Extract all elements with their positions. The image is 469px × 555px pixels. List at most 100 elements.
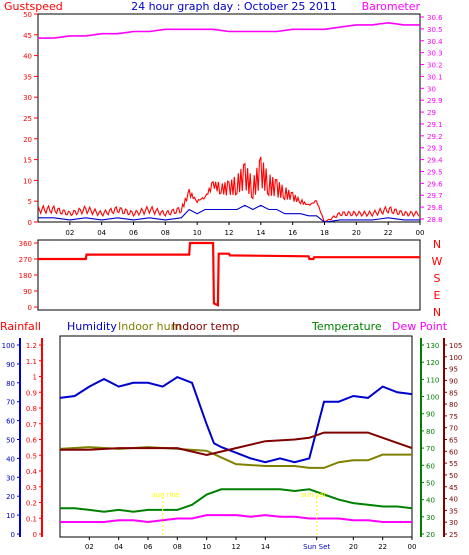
dew_point-tick-label: 65 xyxy=(449,437,458,445)
x-tick-label: 00 xyxy=(408,543,417,551)
gust-tick-label: 25 xyxy=(23,115,32,123)
humidity-tick-label: 40 xyxy=(6,455,15,463)
compass-label: N xyxy=(433,238,441,251)
rainfall-tick-label: 0.2 xyxy=(26,500,37,508)
x-tick-label: 20 xyxy=(352,229,361,237)
legend-rainfall: Rainfall xyxy=(0,320,41,333)
direction-tick-label: 180 xyxy=(19,272,32,280)
temperature-tick-label: 40 xyxy=(426,497,435,505)
legend-temperature: Temperature xyxy=(311,320,382,333)
barometer-tick-label: 30.6 xyxy=(427,14,443,22)
humidity-tick-label: 20 xyxy=(6,493,15,501)
gust-tick-label: 45 xyxy=(23,32,32,40)
x-tick-label: 10 xyxy=(202,543,211,551)
gust-series-lines xyxy=(37,21,420,223)
barometer-tick-label: 30.2 xyxy=(427,62,443,70)
gust-tick-label: 0 xyxy=(28,219,32,227)
dew_point-tick-label: 100 xyxy=(449,354,462,362)
temperature-tick-label: 30 xyxy=(426,514,435,522)
barometer-label: Barometer xyxy=(362,0,421,13)
barometer-tick-label: 30.5 xyxy=(427,26,443,34)
gust-x-axis: 02 04 06 08 10 12 14 16 18 20 22 00 xyxy=(65,222,424,237)
rainfall-tick-label: 0.5 xyxy=(26,452,37,460)
gust-axis: 0 5 10 15 20 25 30 35 40 45 50 xyxy=(23,11,38,227)
rainfall-tick-label: 1 xyxy=(33,374,37,382)
gust-tick-label: 5 xyxy=(28,198,32,206)
x-tick-label: 22 xyxy=(384,229,393,237)
humidity-tick-label: 0 xyxy=(11,531,15,539)
barometer-tick-label: 29.7 xyxy=(427,192,443,200)
dew_point-tick-label: 90 xyxy=(449,377,458,385)
temperature-tick-label: 60 xyxy=(426,462,435,470)
dew_point-tick-label: 85 xyxy=(449,389,458,397)
x-tick-label: 12 xyxy=(232,543,241,551)
temperature-tick-label: 90 xyxy=(426,411,435,419)
legend-indoor-temp: Indoor temp xyxy=(172,320,239,333)
gust-tick-label: 40 xyxy=(23,53,32,61)
dew_point-tick-label: 25 xyxy=(449,531,458,539)
rainfall-tick-label: 0.3 xyxy=(26,484,37,492)
x-tick-label: 06 xyxy=(144,543,153,551)
rainfall-tick-label: 0.6 xyxy=(26,437,38,445)
humidity-tick-label: 80 xyxy=(6,380,15,388)
compass-label: W xyxy=(432,255,443,268)
humidity-tick-label: 100 xyxy=(2,342,15,350)
direction-tick-label: 270 xyxy=(19,256,32,264)
temperature-tick-label: 110 xyxy=(426,376,439,384)
dew_point-tick-label: 35 xyxy=(449,507,458,515)
sun-set-marker: sun set xyxy=(301,491,327,499)
dew_point-tick-label: 75 xyxy=(449,413,458,421)
legend-indoor-hum: Indoor hum xyxy=(118,320,181,333)
temperature-axes: 0 10 20 30 40 50 60 70 80 90 100 0 0.1 0.2 0.3 0.4 0.5 0.… xyxy=(2,338,462,539)
x-tick-label: 02 xyxy=(65,229,74,237)
humidity-tick-label: 90 xyxy=(6,361,15,369)
sun-rise-marker: sun rise xyxy=(152,491,180,499)
x-tick-label: 20 xyxy=(349,543,358,551)
x-tick-label: 08 xyxy=(161,229,170,237)
legend-humidity: Humidity xyxy=(67,320,117,333)
x-tick-label: 06 xyxy=(129,229,138,237)
direction-tick-label: 90 xyxy=(23,288,32,296)
barometer-tick-label: 29.5 xyxy=(427,168,443,176)
series-temperature xyxy=(60,488,413,513)
x-tick-label: 12 xyxy=(225,229,234,237)
series-windspeed xyxy=(38,204,420,223)
rainfall-tick-label: 0.7 xyxy=(26,421,37,429)
x-tick-label: 16 xyxy=(288,229,297,237)
dew_point-tick-label: 45 xyxy=(449,484,458,492)
direction-tick-label: 360 xyxy=(19,240,32,248)
temperature-tick-label: 120 xyxy=(426,359,439,367)
rainfall-tick-label: 1.2 xyxy=(26,342,37,350)
legend-dew-point: Dew Point xyxy=(392,320,448,333)
dew_point-tick-label: 50 xyxy=(449,472,458,480)
gust-tick-label: 15 xyxy=(23,157,32,165)
x-tick-label: 14 xyxy=(261,543,270,551)
gustspeed-label: Gustspeed xyxy=(4,0,63,13)
rainfall-tick-label: 1.1 xyxy=(26,358,37,366)
gust-tick-label: 20 xyxy=(23,136,32,144)
humidity-tick-label: 70 xyxy=(6,399,15,407)
gust-tick-label: 50 xyxy=(23,11,32,19)
rainfall-tick-label: 0 xyxy=(33,531,37,539)
chart-title: 24 hour graph day : October 25 2011 xyxy=(131,0,337,13)
x-tick-label: 02 xyxy=(85,543,94,551)
dew_point-tick-label: 95 xyxy=(449,366,458,374)
dew_point-tick-label: 70 xyxy=(449,425,458,433)
dew_point-tick-label: 55 xyxy=(449,460,458,468)
temperature-tick-label: 20 xyxy=(426,531,435,539)
gust-tick-label: 10 xyxy=(23,177,32,185)
barometer-tick-label: 30.1 xyxy=(427,73,443,81)
temperature-x-axis: 02 04 06 08 10 12 14 Sun Set 20 22 00 xyxy=(85,497,417,551)
barometer-tick-label: 29.3 xyxy=(427,145,443,153)
series-wind-direction xyxy=(38,241,420,307)
temperature-tick-label: 70 xyxy=(426,445,435,453)
barometer-tick-label: 29.9 xyxy=(427,97,443,105)
gust-tick-label: 30 xyxy=(23,94,32,102)
x-tick-label: 18 xyxy=(320,229,329,237)
barometer-tick-label: 29.2 xyxy=(427,133,443,141)
